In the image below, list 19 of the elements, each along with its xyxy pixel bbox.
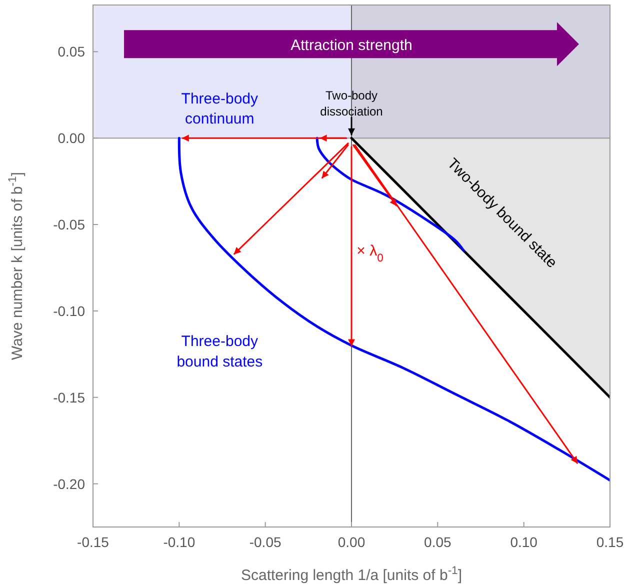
y-tick-label: -0.10	[53, 302, 86, 319]
y-tick-label: -0.05	[53, 216, 86, 233]
y-tick-label: 0.05	[58, 44, 86, 60]
y-tick-label: -0.20	[53, 476, 86, 492]
annotation: Attraction strength	[290, 37, 412, 54]
x-tick-label: -0.15	[77, 534, 110, 550]
annotation: Two-body dissociation	[320, 88, 383, 119]
x-tick-label: -0.05	[249, 534, 282, 550]
annotation: Three-body continuum	[181, 90, 259, 128]
x-tick-label: 0.05	[424, 534, 452, 550]
y-tick-label: 0.00	[58, 130, 86, 146]
x-tick-label: 0.15	[596, 534, 624, 550]
x-axis-title: Scattering length 1/a [units of b$^{-1}$]	[241, 565, 462, 584]
x-tick-label: 0.00	[338, 534, 366, 550]
x-tick-label: -0.10	[163, 534, 196, 550]
annotation: Three-body bound states	[176, 333, 263, 370]
y-tick-label: -0.15	[53, 389, 86, 406]
annotation: × λ$_{0}$	[356, 242, 384, 265]
x-tick-label: 0.10	[510, 534, 538, 550]
